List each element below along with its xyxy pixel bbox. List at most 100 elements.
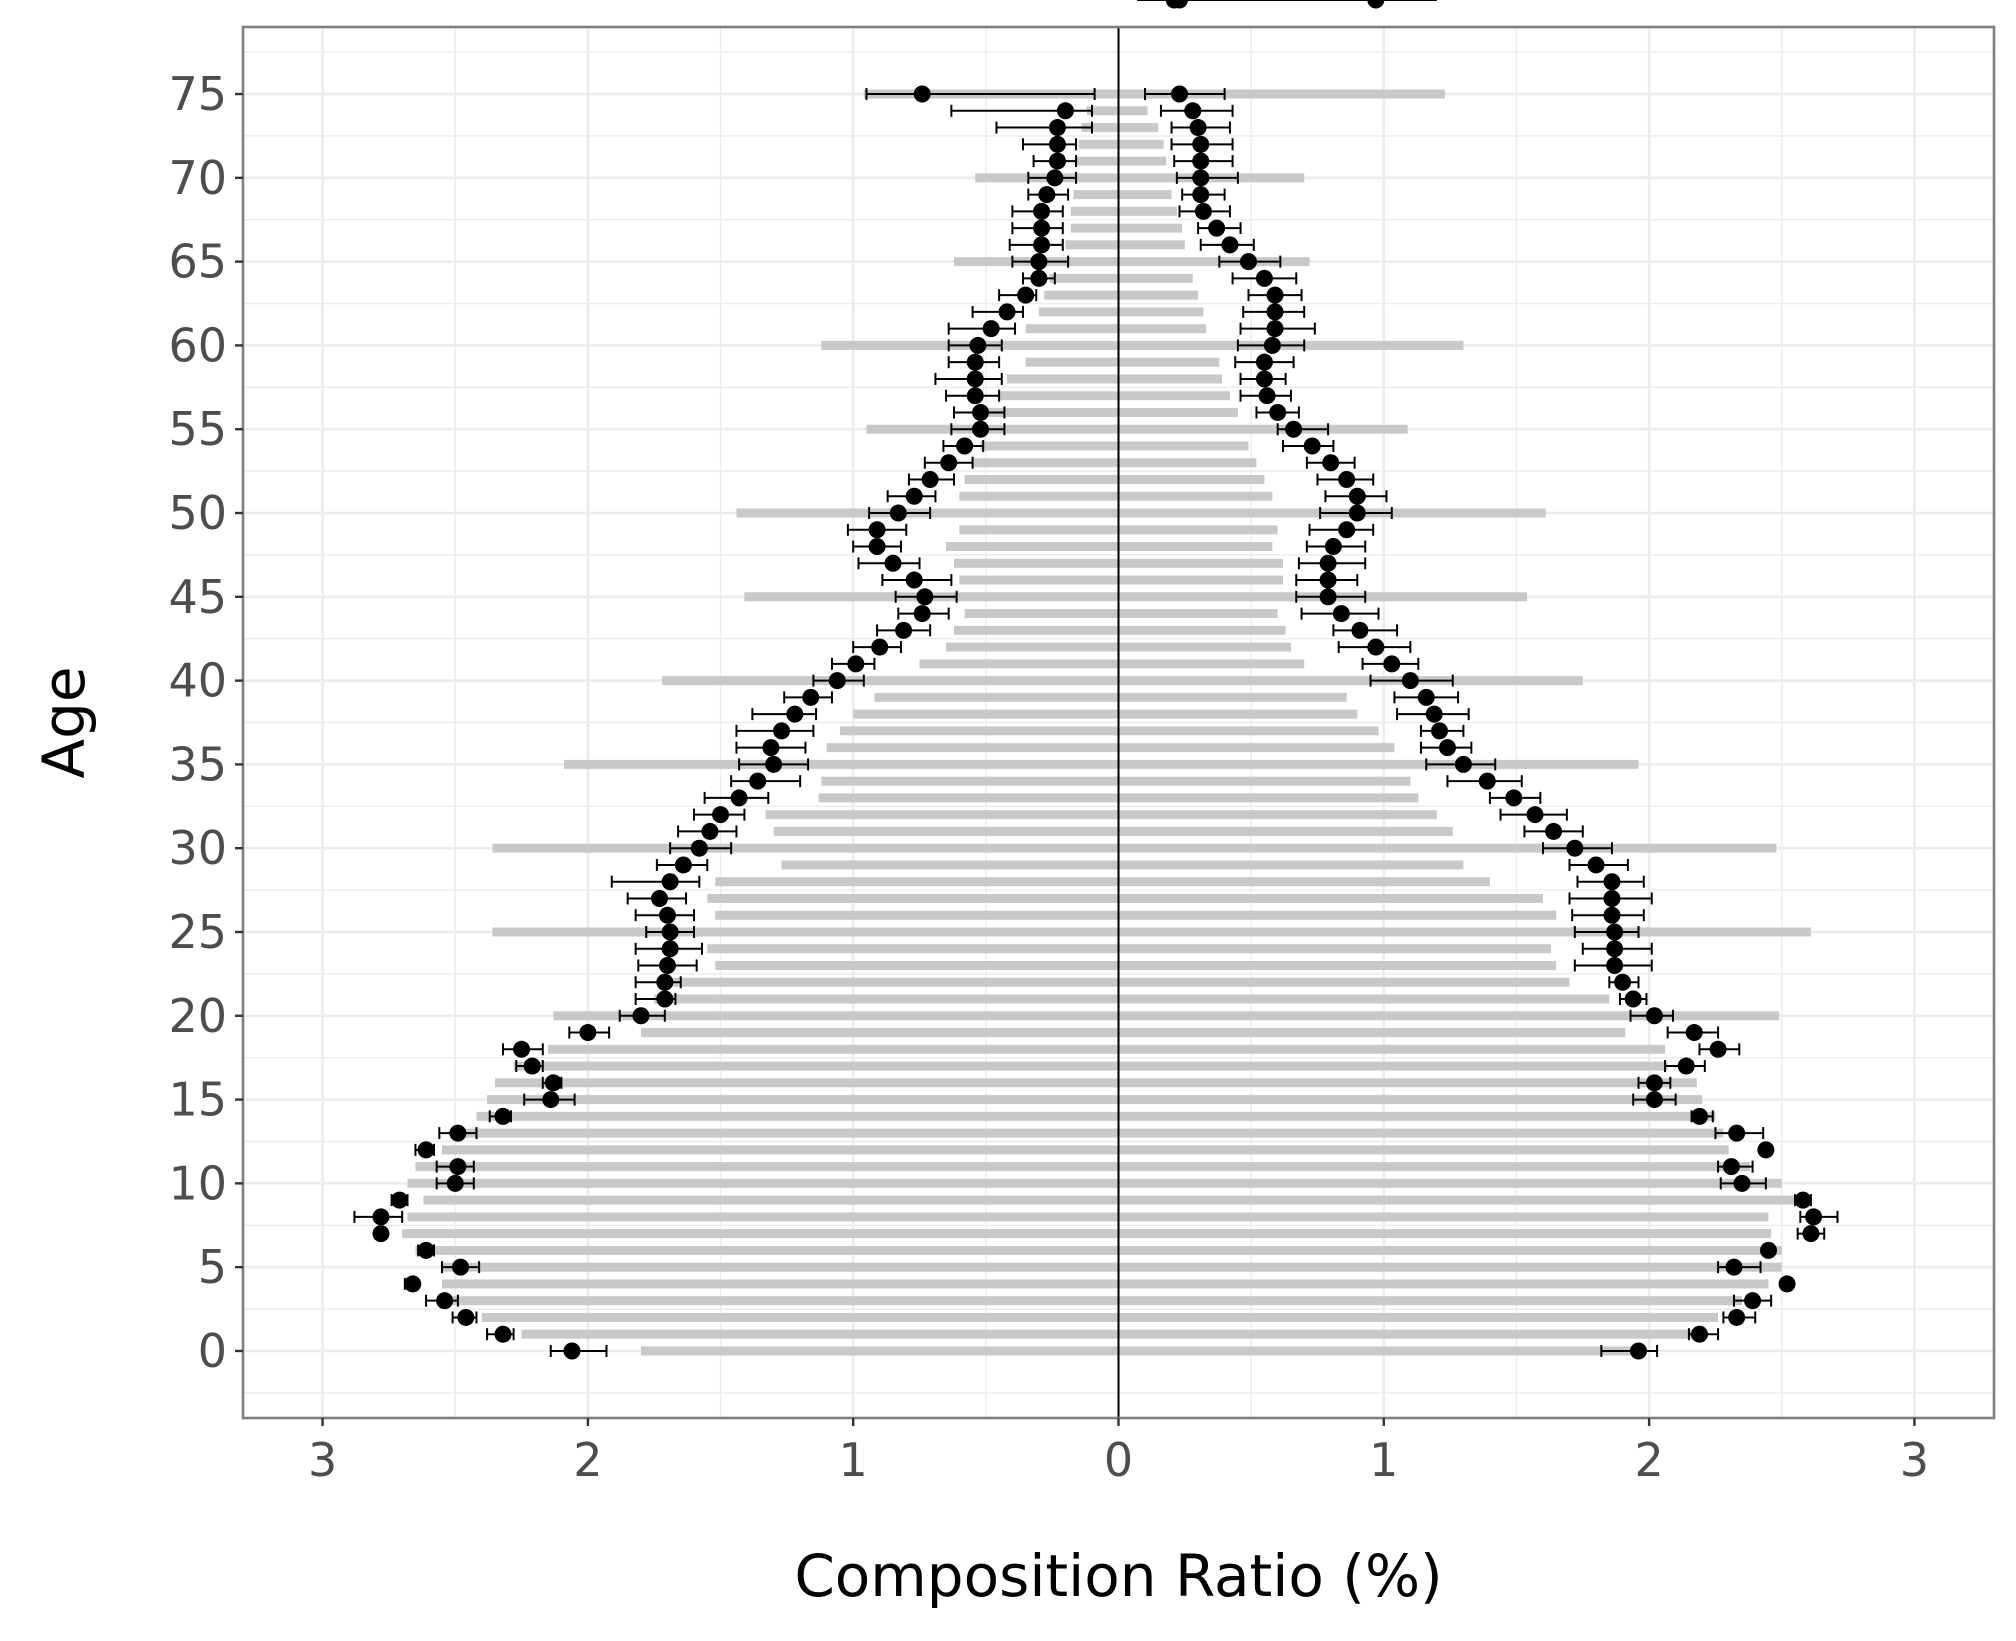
bar-right-age-5 <box>1118 1262 1782 1272</box>
bar-left-age-71 <box>1076 156 1119 166</box>
point-left-age-9 <box>391 1191 409 1209</box>
point-right-age-13 <box>1728 1124 1746 1142</box>
x-tick-label: 3 <box>1900 1433 1929 1487</box>
point-left-age-7 <box>372 1225 390 1243</box>
y-tick-label: 15 <box>168 1073 227 1127</box>
bar-left-age-63 <box>1044 290 1119 300</box>
y-tick-label: 60 <box>168 318 227 372</box>
bar-left-age-64 <box>1049 273 1119 283</box>
point-left-age-10 <box>446 1174 464 1192</box>
point-right-age-30 <box>1566 839 1584 857</box>
point-left-age-60 <box>969 336 987 354</box>
point-left-age-44 <box>913 605 931 623</box>
bar-series <box>402 89 1811 1356</box>
point-left-age-53 <box>940 454 958 472</box>
bar-right-age-8 <box>1118 1212 1769 1222</box>
point-left-age-15 <box>542 1091 560 1109</box>
bar-right-age-36 <box>1118 743 1395 753</box>
point-left-age-8 <box>372 1208 390 1226</box>
point-right-age-5 <box>1725 1258 1743 1276</box>
bar-right-age-57 <box>1118 391 1230 401</box>
bar-left-age-58 <box>1007 374 1119 384</box>
point-right-age-11 <box>1722 1158 1740 1176</box>
point-left-age-24 <box>661 940 679 958</box>
point-left-age-1 <box>494 1325 512 1343</box>
point-right-age-55 <box>1285 420 1303 438</box>
bar-right-age-49 <box>1118 525 1278 535</box>
bar-left-age-49 <box>959 525 1119 535</box>
bar-right-age-71 <box>1118 156 1167 166</box>
y-tick-label: 40 <box>168 654 227 708</box>
point-right-age-31 <box>1545 822 1563 840</box>
point-left-age-42 <box>871 638 889 656</box>
bar-left-age-57 <box>999 391 1119 401</box>
point-left-age-62 <box>998 303 1016 321</box>
point-right-age-23 <box>1606 957 1624 975</box>
bar-right-age-44 <box>1118 609 1278 619</box>
point-right-age-9 <box>1794 1191 1812 1209</box>
bar-right-age-26 <box>1118 910 1557 920</box>
bar-right-age-48 <box>1118 542 1273 552</box>
point-left-age-25 <box>661 923 679 941</box>
bar-right-age-63 <box>1118 290 1199 300</box>
y-tick-label: 65 <box>168 235 227 289</box>
bar-right-age-2 <box>1118 1312 1719 1322</box>
point-left-age-65 <box>1030 253 1048 271</box>
x-tick-label: 2 <box>573 1433 602 1487</box>
point-left-age-16 <box>544 1074 562 1092</box>
bar-right-age-18 <box>1118 1044 1666 1054</box>
bar-right-age-33 <box>1118 793 1419 803</box>
point-right-age-75 <box>1171 85 1189 103</box>
point-left-age-71 <box>1048 152 1066 170</box>
bar-right-age-22 <box>1118 977 1570 987</box>
point-left-age-41 <box>847 655 865 673</box>
bar-left-age-61 <box>1025 324 1119 334</box>
bar-left-age-2 <box>481 1312 1119 1322</box>
bar-right-age-38 <box>1118 709 1358 719</box>
point-right-age-46 <box>1319 571 1337 589</box>
point-right-age-3 <box>1744 1292 1762 1310</box>
point-left-age-5 <box>452 1258 470 1276</box>
point-right-age-48 <box>1324 538 1342 556</box>
point-left-age-75 <box>913 85 931 103</box>
bar-right-age-6 <box>1118 1245 1782 1255</box>
bar-right-age-64 <box>1118 273 1193 283</box>
bar-left-age-14 <box>476 1111 1119 1121</box>
bar-left-age-33 <box>818 793 1119 803</box>
bar-right-age-37 <box>1118 726 1379 736</box>
point-right-age-17 <box>1677 1057 1695 1075</box>
bar-left-age-37 <box>839 726 1119 736</box>
point-right-age-63 <box>1266 286 1284 304</box>
point-right-age-22 <box>1614 973 1632 991</box>
point-right-age-69 <box>1192 186 1210 204</box>
bar-left-age-47 <box>954 558 1119 568</box>
point-right-age-70 <box>1192 169 1210 187</box>
y-tick-label: 45 <box>168 570 227 624</box>
point-right-age-64 <box>1255 269 1273 287</box>
point-right-age-45 <box>1319 588 1337 606</box>
bar-right-age-30 <box>1118 843 1777 853</box>
bar-left-age-24 <box>707 944 1119 954</box>
point-left-age-63 <box>1017 286 1035 304</box>
point-left-age-66 <box>1033 236 1051 254</box>
bar-left-age-20 <box>553 1011 1119 1021</box>
bar-left-age-25 <box>492 927 1119 937</box>
point-right-age-41 <box>1383 655 1401 673</box>
bar-left-age-51 <box>959 491 1119 501</box>
bar-left-age-4 <box>441 1279 1119 1289</box>
point-left-age-14 <box>494 1107 512 1125</box>
bar-right-age-27 <box>1118 893 1543 903</box>
y-axis-title: Age <box>30 666 98 778</box>
bar-right-age-3 <box>1118 1296 1742 1306</box>
bar-left-age-69 <box>1073 190 1119 200</box>
point-right-age-26 <box>1603 906 1621 924</box>
bar-right-age-67 <box>1118 223 1183 233</box>
bar-right-age-65 <box>1118 257 1310 267</box>
bar-left-age-34 <box>821 776 1119 786</box>
point-right-age-28 <box>1603 873 1621 891</box>
point-right-age-10 <box>1733 1174 1751 1192</box>
point-left-age-61 <box>982 320 1000 338</box>
bar-right-age-66 <box>1118 240 1185 250</box>
bar-right-age-12 <box>1118 1145 1729 1155</box>
point-left-age-46 <box>905 571 923 589</box>
